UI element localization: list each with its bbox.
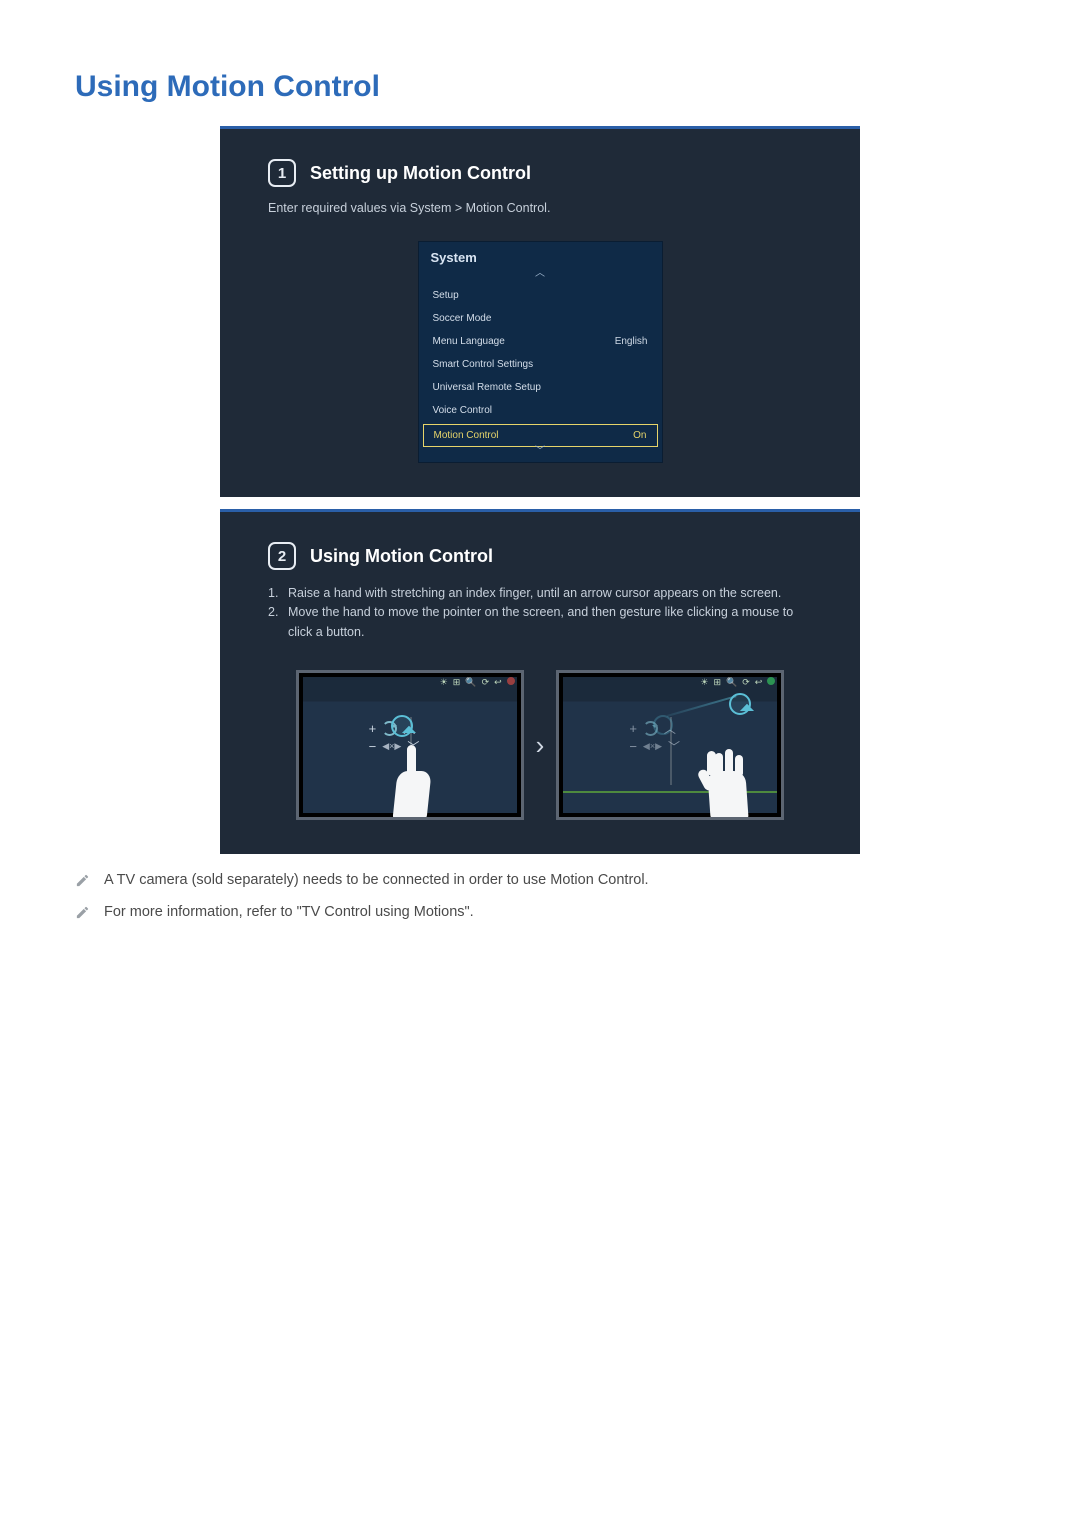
note-item: For more information, refer to "TV Contr… bbox=[75, 904, 1005, 924]
menu-title: System bbox=[419, 242, 662, 269]
menu-scroll-up-icon[interactable]: ︿ bbox=[419, 269, 662, 284]
menu-item-label: Soccer Mode bbox=[433, 313, 492, 324]
step1-header: 1 Setting up Motion Control bbox=[268, 159, 812, 187]
menu-item-smart-control[interactable]: Smart Control Settings bbox=[419, 353, 662, 376]
panel-step2: 2 Using Motion Control 1. Raise a hand w… bbox=[220, 509, 860, 854]
system-menu: System ︿ Setup Soccer Mode Menu Language… bbox=[418, 241, 663, 463]
step1-title: Setting up Motion Control bbox=[310, 163, 531, 184]
panel-step1: 1 Setting up Motion Control Enter requir… bbox=[220, 126, 860, 497]
tv-before: ☀ ⊞ 🔍 ⟳ ↩ + ︿ − ◀×▶ ﹀ bbox=[296, 670, 524, 820]
step1-desc: Enter required values via System > Motio… bbox=[268, 201, 812, 215]
list-text: Move the hand to move the pointer on the… bbox=[288, 603, 812, 642]
tv-after: ☀ ⊞ 🔍 ⟳ ↩ + ︿ − ◀×▶ ﹀ bbox=[556, 670, 784, 820]
step2-badge: 2 bbox=[268, 542, 296, 570]
list-item: 2. Move the hand to move the pointer on … bbox=[268, 603, 812, 642]
menu-item-voice-control[interactable]: Voice Control bbox=[419, 399, 662, 422]
topbar-icon: ⊞ bbox=[713, 677, 721, 688]
menu-item-label: Menu Language bbox=[433, 336, 505, 347]
step2-title: Using Motion Control bbox=[310, 546, 493, 567]
menu-item-label: Voice Control bbox=[433, 405, 492, 416]
topbar-icon: 🔍 bbox=[726, 677, 737, 688]
menu-item-universal-remote[interactable]: Universal Remote Setup bbox=[419, 376, 662, 399]
list-num: 2. bbox=[268, 603, 282, 642]
list-text: Raise a hand with stretching an index fi… bbox=[288, 584, 781, 603]
hand-open-icon bbox=[689, 743, 749, 820]
step2-list: 1. Raise a hand with stretching an index… bbox=[268, 584, 812, 642]
topbar-icon: ⟳ bbox=[482, 677, 490, 688]
tv-topbar: ☀ ⊞ 🔍 ⟳ ↩ bbox=[700, 677, 775, 688]
menu-item-setup[interactable]: Setup bbox=[419, 284, 662, 307]
menu-item-label: Universal Remote Setup bbox=[433, 382, 541, 393]
pencil-note-icon bbox=[75, 873, 90, 892]
tv-illustration-pair: ☀ ⊞ 🔍 ⟳ ↩ + ︿ − ◀×▶ ﹀ bbox=[268, 670, 812, 820]
hand-pointing-icon bbox=[375, 743, 435, 820]
pencil-note-icon bbox=[75, 905, 90, 924]
menu-item-label: Setup bbox=[433, 290, 459, 301]
mute-icon: ◀×▶ bbox=[643, 742, 662, 751]
page-title: Using Motion Control bbox=[75, 70, 1005, 104]
menu-item-label: Motion Control bbox=[434, 430, 499, 441]
topbar-icon: ⟳ bbox=[742, 677, 750, 688]
topbar-icon: ⊞ bbox=[453, 677, 461, 688]
plus-icon: + bbox=[369, 722, 377, 735]
menu-item-value: English bbox=[615, 336, 648, 347]
cursor-icon bbox=[729, 693, 751, 715]
minus-icon: − bbox=[629, 740, 637, 753]
note-text: For more information, refer to "TV Contr… bbox=[104, 904, 474, 920]
menu-item-motion-control[interactable]: Motion Control On bbox=[423, 424, 658, 447]
topbar-icon: ↩ bbox=[755, 677, 763, 688]
status-dot-icon bbox=[767, 677, 775, 685]
topbar-icon: ↩ bbox=[494, 677, 502, 688]
footnotes: A TV camera (sold separately) needs to b… bbox=[75, 872, 1005, 924]
step2-header: 2 Using Motion Control bbox=[268, 542, 812, 570]
list-item: 1. Raise a hand with stretching an index… bbox=[268, 584, 812, 603]
record-dot-icon bbox=[507, 677, 515, 685]
menu-scroll-down-icon[interactable]: ﹀ bbox=[419, 447, 662, 462]
menu-item-soccer[interactable]: Soccer Mode bbox=[419, 307, 662, 330]
topbar-icon: ☀ bbox=[700, 677, 708, 688]
menu-item-language[interactable]: Menu Language English bbox=[419, 330, 662, 353]
tv-topbar: ☀ ⊞ 🔍 ⟳ ↩ bbox=[440, 677, 515, 688]
list-num: 1. bbox=[268, 584, 282, 603]
cursor-icon bbox=[391, 715, 413, 737]
topbar-icon: 🔍 bbox=[465, 677, 476, 688]
topbar-icon: ☀ bbox=[440, 677, 448, 688]
step1-badge: 1 bbox=[268, 159, 296, 187]
plus-icon: + bbox=[629, 722, 637, 735]
note-item: A TV camera (sold separately) needs to b… bbox=[75, 872, 1005, 892]
menu-item-label: Smart Control Settings bbox=[433, 359, 534, 370]
menu-item-value: On bbox=[633, 430, 646, 441]
chevron-right-icon: › bbox=[536, 730, 545, 761]
chevron-down-icon: ﹀ bbox=[668, 741, 680, 753]
note-text: A TV camera (sold separately) needs to b… bbox=[104, 872, 649, 888]
